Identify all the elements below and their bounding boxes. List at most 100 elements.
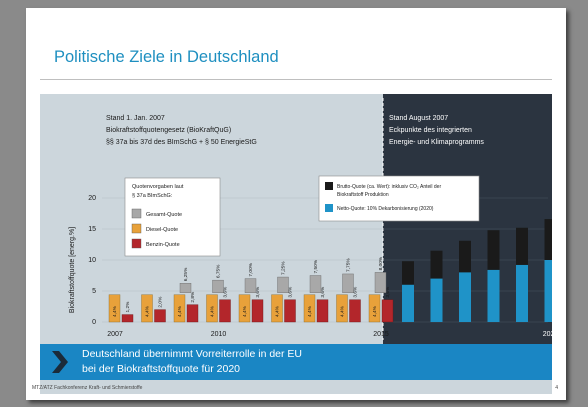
y-tick-label: 5 (92, 288, 96, 295)
bar-benzin (316, 299, 329, 323)
bar-label-diesel: 4,4% (177, 305, 183, 317)
bar-label-gesamt: 6,25% (183, 267, 189, 281)
bar-diesel (173, 294, 186, 323)
legend-swatch (131, 208, 142, 219)
legend-swatch (325, 204, 333, 212)
x-tick-label: 2010 (211, 331, 227, 338)
bar-diesel (271, 294, 283, 323)
bar-brutto (459, 240, 471, 273)
bar-label-diesel: 4,4% (275, 305, 281, 317)
left-heading-line: §§ 37a bis 37d des BImSchG + § 50 Energi… (106, 139, 257, 146)
bar-brutto (402, 261, 414, 285)
bar-netto (487, 269, 500, 322)
bar-brutto (516, 227, 528, 265)
bar-label-benzin: 3,6% (320, 286, 326, 298)
bar-label-diesel: 4,4% (372, 305, 378, 317)
legend-swatch (325, 182, 333, 190)
bar-label-benzin: 2,0% (158, 296, 164, 308)
bar-benzin (219, 299, 231, 323)
right-heading-line: Stand August 2007 (389, 115, 448, 122)
bar-gesamt (309, 275, 322, 293)
y-tick-label: 0 (92, 319, 96, 326)
banner-line-2: bei der Biokraftstoffquote für 2020 (82, 363, 240, 375)
x-tick-label: 2020 (543, 331, 552, 338)
left-heading-line: Stand 1. Jan. 2007 (106, 115, 165, 122)
bar-netto (459, 272, 471, 322)
bar-label-diesel: 4,4% (242, 305, 248, 317)
bar-label-gesamt: 7,75% (346, 258, 352, 272)
y-tick-label: 15 (88, 226, 96, 233)
bar-label-benzin: 3,6% (255, 286, 261, 298)
right-legend-item-brutto: Brutto-Quote (ca. Wert): inklusiv CO₂ An… (337, 184, 441, 190)
bar-label-gesamt: 6,75% (216, 264, 222, 278)
bar-label-diesel: 4,4% (340, 305, 346, 317)
y-tick-label: 20 (88, 195, 96, 202)
bar-diesel (336, 294, 348, 323)
bar-label-diesel: 4,4% (307, 305, 313, 317)
right-heading-line: Energie- und Klimaprogramms (389, 139, 484, 146)
left-legend-item: Diesel-Quote (146, 227, 178, 233)
bar-benzin (381, 299, 394, 323)
bar-benzin (121, 314, 134, 323)
bar-gesamt (179, 283, 192, 293)
left-legend-title: § 37a BImSchG: (132, 193, 173, 199)
chevron-right-icon (52, 351, 68, 373)
bar-gesamt (277, 276, 289, 293)
bar-diesel (206, 294, 218, 323)
bar-label-gesamt: 7,25% (281, 261, 287, 275)
chart: 0 5 10 15 20 Biokraftstoffquote [energ.%] Stan… (69, 94, 552, 344)
y-tick-label: 10 (88, 257, 96, 264)
left-legend-item: Benzin-Quote (146, 242, 180, 248)
bar-label-benzin: 3,6% (288, 286, 294, 298)
bar-diesel (368, 294, 381, 323)
bar-gesamt (212, 279, 224, 293)
bar-gesamt (342, 273, 354, 293)
left-legend-item: Gesamt-Quote (146, 212, 182, 218)
right-legend-item-brutto-cont: Biokraftstoff Produktion (337, 192, 389, 198)
bar-label-benzin: 1,2% (125, 301, 131, 313)
bar-diesel (238, 294, 251, 323)
bar-brutto (544, 219, 552, 260)
bar-gesamt (374, 272, 387, 293)
bar-label-gesamt: 8,00% (378, 256, 384, 270)
bar-label-benzin: 3,6% (223, 286, 229, 298)
page-number: 4 (555, 385, 558, 391)
x-tick-label: 2015 (373, 331, 389, 338)
bar-benzin (186, 304, 199, 323)
title-divider (40, 79, 552, 80)
bar-label-benzin: 3,6% (385, 286, 391, 298)
bar-label-benzin: 3,6% (353, 286, 359, 298)
bar-diesel (108, 294, 121, 323)
left-legend-title: Quotenvorgaben laut (132, 184, 184, 190)
bar-label-gesamt: 7,00% (248, 262, 254, 276)
footer-text: MTZ/ATZ Fachkonferenz Kraft- und Schmier… (32, 385, 143, 391)
bar-benzin (349, 299, 361, 323)
bar-netto (516, 264, 528, 322)
bar-diesel (141, 294, 153, 323)
legend-swatch (131, 223, 142, 234)
bar-diesel (303, 294, 316, 323)
bar-netto (402, 284, 414, 322)
left-heading-line: Biokraftstoffquotengesetz (BioKraftQuG) (106, 127, 231, 134)
bar-label-diesel: 4,4% (145, 305, 151, 317)
bar-brutto (430, 250, 443, 279)
right-legend-item-netto: Netto-Quote: 10% Dekarbonisierung (2020) (337, 206, 434, 212)
slide-title: Politische Ziele in Deutschland (54, 48, 279, 66)
bar-netto (430, 278, 443, 322)
right-legend-box (318, 175, 480, 222)
bar-benzin (251, 299, 264, 323)
bar-benzin (284, 299, 296, 323)
banner-line-1: Deutschland übernimmt Vorreiterrolle in … (82, 348, 303, 360)
bar-benzin (154, 309, 166, 323)
bar-label-diesel: 4,4% (210, 305, 216, 317)
x-tick-label: 2007 (107, 331, 123, 338)
bar-brutto (487, 230, 500, 270)
bar-label-diesel: 4,4% (112, 305, 118, 317)
bar-label-gesamt: 7,50% (313, 259, 319, 273)
bar-gesamt (244, 278, 257, 293)
y-axis-label: Biokraftstoffquote [energ.%] (69, 227, 76, 313)
right-heading-line: Eckpunkte des integrierten (389, 127, 472, 134)
conclusion-banner: Deutschland übernimmt Vorreiterrolle in … (40, 344, 552, 380)
slide: Politische Ziele in Deutschland 0 5 10 15 20… (26, 8, 566, 400)
bar-netto (544, 260, 552, 322)
